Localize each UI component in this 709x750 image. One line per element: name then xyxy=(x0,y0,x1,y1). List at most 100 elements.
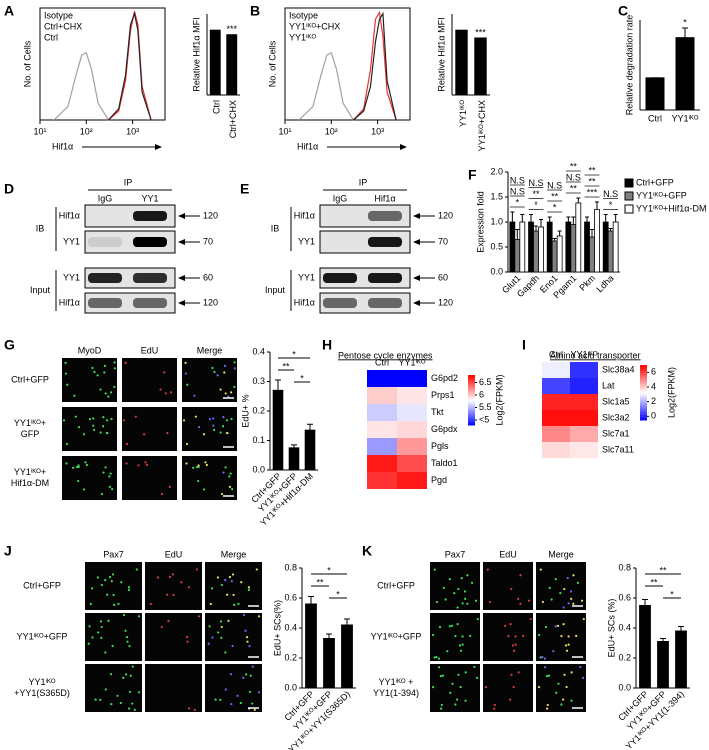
cell-dot xyxy=(113,361,116,364)
cell-dot xyxy=(185,462,188,465)
cell-dot xyxy=(182,419,186,422)
micrograph xyxy=(122,456,177,500)
colorbar-step xyxy=(640,399,647,403)
error-bar xyxy=(613,214,618,222)
colorbar-step xyxy=(468,396,475,399)
micrograph xyxy=(122,358,177,402)
cell-dot xyxy=(213,370,216,374)
error-bar xyxy=(275,379,281,391)
cell-dot xyxy=(517,597,520,600)
cell-dot xyxy=(102,415,105,419)
column-label: YY1ⁱᴷᴼ xyxy=(570,349,597,359)
colorbar-step xyxy=(468,385,475,388)
colorbar-step xyxy=(468,410,475,413)
colorbar-step xyxy=(640,374,647,377)
bar xyxy=(612,221,619,273)
cell-dot xyxy=(62,419,66,422)
cell-dot xyxy=(219,698,222,702)
cell-dot xyxy=(220,583,223,587)
cell-dot xyxy=(454,635,457,638)
colorbar-step xyxy=(468,405,475,408)
cell-dot xyxy=(225,419,229,422)
column-title: Merge xyxy=(221,549,247,559)
cell-dot xyxy=(562,698,565,701)
cell-dot xyxy=(226,593,229,596)
cell-dot xyxy=(108,475,111,478)
micrograph xyxy=(536,562,586,610)
y-tick-label: 0.5 xyxy=(490,241,503,251)
colorbar-step xyxy=(640,388,647,392)
blot-strip xyxy=(84,204,176,228)
cell-dot xyxy=(117,602,120,605)
cell-dot xyxy=(195,465,199,469)
heatmap-cell xyxy=(570,362,598,378)
cell-dot xyxy=(217,631,220,634)
bar xyxy=(570,224,577,273)
cell-dot xyxy=(554,577,557,581)
panel-letter: A xyxy=(4,3,14,19)
cell-dot xyxy=(251,665,254,668)
cell-dot xyxy=(233,367,236,370)
cell-dot xyxy=(85,463,88,467)
colorbar-step xyxy=(468,406,475,409)
cell-dot xyxy=(211,587,214,590)
cell-dot xyxy=(476,617,479,621)
colorbar-step xyxy=(468,403,475,406)
cell-dot xyxy=(193,708,196,711)
micrograph xyxy=(430,562,480,610)
cell-dot xyxy=(557,682,560,685)
cell-dot xyxy=(438,625,442,629)
cell-dot xyxy=(111,573,115,576)
blot-band xyxy=(368,273,402,283)
micrograph xyxy=(62,358,117,402)
y-tick-label: 0.8 xyxy=(618,562,631,572)
cell-dot xyxy=(473,665,476,669)
row-label: Tkt xyxy=(431,407,444,417)
x-tick-label: Ldha xyxy=(595,273,616,294)
cell-dot xyxy=(519,602,522,605)
colorbar-step xyxy=(640,416,647,419)
micrograph xyxy=(62,456,117,500)
row-label: Slc7a11 xyxy=(602,444,634,454)
cell-dot xyxy=(469,634,472,637)
cell-dot xyxy=(435,600,438,604)
cell-dot xyxy=(197,464,200,467)
cell-dot xyxy=(216,374,219,377)
cell-dot xyxy=(247,586,251,589)
cell-dot xyxy=(550,598,553,601)
colorbar-step xyxy=(468,423,475,426)
cell-dot xyxy=(212,424,215,427)
cell-dot xyxy=(464,671,467,674)
significance-label: * xyxy=(516,197,520,207)
cell-dot xyxy=(444,598,447,601)
micrograph xyxy=(483,562,533,610)
cell-dot xyxy=(456,698,459,701)
colorbar-step xyxy=(640,396,647,399)
blot-band xyxy=(133,298,167,308)
row-label: YY1 xyxy=(298,236,315,246)
cell-dot xyxy=(77,479,80,483)
legend-swatch xyxy=(624,191,634,201)
cell-dot xyxy=(77,464,80,467)
colorbar-step xyxy=(640,383,647,386)
error-bar xyxy=(682,27,688,38)
colorbar-step xyxy=(640,365,647,368)
cell-dot xyxy=(149,602,152,606)
cell-dot xyxy=(463,590,467,593)
significance-label: * xyxy=(553,202,557,212)
cell-dot xyxy=(66,383,69,386)
cell-dot xyxy=(185,442,189,446)
cell-dot xyxy=(223,371,226,374)
colorbar-step xyxy=(640,368,647,371)
cell-dot xyxy=(529,617,532,621)
row-label: Hif1α xyxy=(294,297,315,307)
cell-dot xyxy=(514,643,517,646)
micrograph xyxy=(205,664,262,712)
bar xyxy=(519,221,526,273)
cell-dot xyxy=(124,629,127,632)
error-bar xyxy=(608,228,613,231)
cell-dot xyxy=(91,636,94,639)
column-title: Merge xyxy=(197,345,223,355)
error-bar xyxy=(603,214,608,222)
bar xyxy=(546,221,553,273)
